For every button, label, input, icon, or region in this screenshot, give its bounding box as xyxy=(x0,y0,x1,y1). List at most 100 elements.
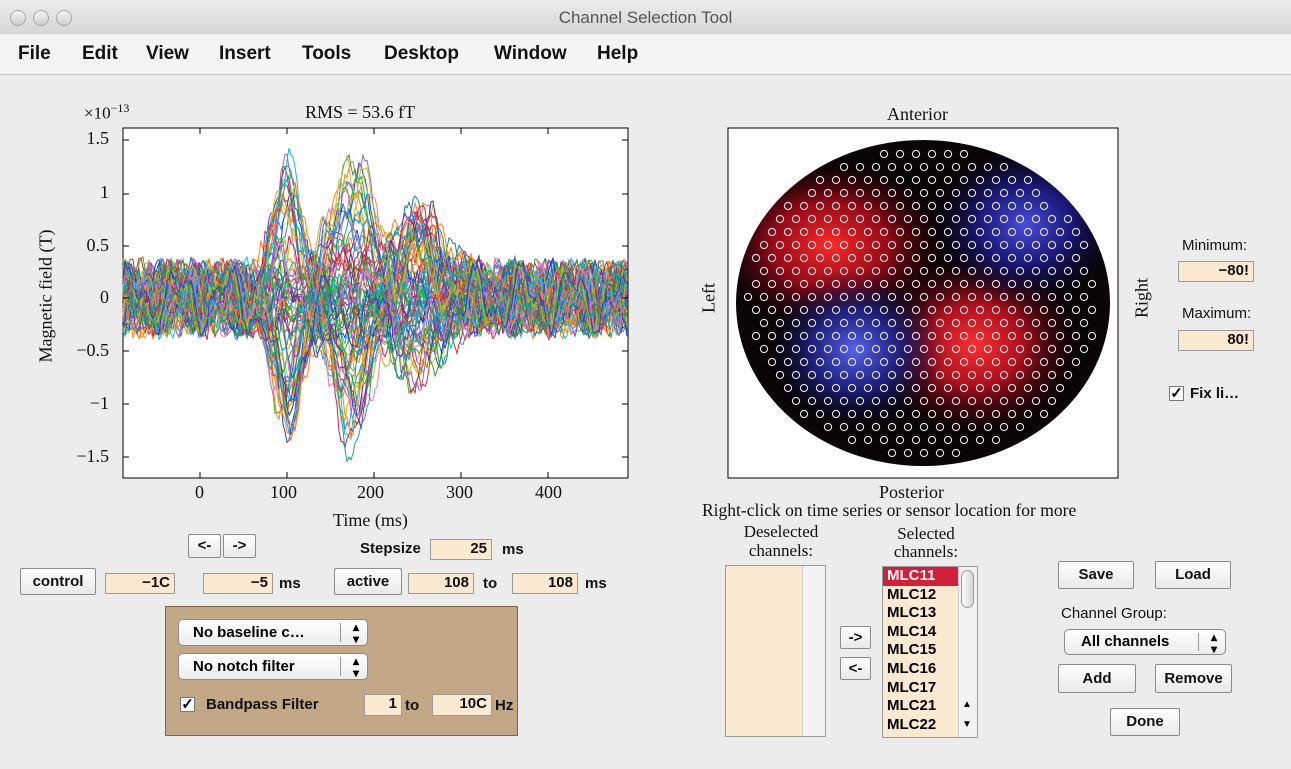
sensor-marker[interactable] xyxy=(959,175,969,185)
sensor-marker[interactable] xyxy=(887,344,897,354)
sensor-marker[interactable] xyxy=(895,331,905,341)
sensor-marker[interactable] xyxy=(991,435,1001,445)
list-item[interactable]: MLC15 xyxy=(887,641,937,659)
sensor-marker[interactable] xyxy=(903,344,913,354)
sensor-marker[interactable] xyxy=(999,240,1009,250)
sensor-marker[interactable] xyxy=(983,292,993,302)
sensor-marker[interactable] xyxy=(975,305,985,315)
sensor-marker[interactable] xyxy=(799,201,809,211)
sensor-marker[interactable] xyxy=(879,331,889,341)
sensor-marker[interactable] xyxy=(943,201,953,211)
sensor-marker[interactable] xyxy=(1087,305,1097,315)
sensor-marker[interactable] xyxy=(839,344,849,354)
sensor-marker[interactable] xyxy=(911,331,921,341)
sensor-marker[interactable] xyxy=(967,370,977,380)
sensor-marker[interactable] xyxy=(751,253,761,263)
sensor-marker[interactable] xyxy=(927,149,937,159)
sensor-marker[interactable] xyxy=(1007,357,1017,367)
sensor-marker[interactable] xyxy=(1047,318,1057,328)
sensor-marker[interactable] xyxy=(1023,227,1033,237)
sensor-marker[interactable] xyxy=(895,305,905,315)
sensor-marker[interactable] xyxy=(879,279,889,289)
sensor-marker[interactable] xyxy=(991,279,1001,289)
sensor-marker[interactable] xyxy=(1047,240,1057,250)
minimum-field[interactable]: −80! xyxy=(1178,261,1254,282)
sensor-marker[interactable] xyxy=(999,292,1009,302)
sensor-marker[interactable] xyxy=(815,253,825,263)
sensor-marker[interactable] xyxy=(943,331,953,341)
sensor-marker[interactable] xyxy=(975,409,985,419)
sensor-marker[interactable] xyxy=(1079,266,1089,276)
sensor-marker[interactable] xyxy=(919,448,929,458)
sensor-marker[interactable] xyxy=(975,227,985,237)
sensor-marker[interactable] xyxy=(903,318,913,328)
sensor-marker[interactable] xyxy=(927,331,937,341)
sensor-marker[interactable] xyxy=(895,253,905,263)
sensor-marker[interactable] xyxy=(1023,175,1033,185)
sensor-marker[interactable] xyxy=(943,435,953,445)
sensor-marker[interactable] xyxy=(999,344,1009,354)
sensor-marker[interactable] xyxy=(1031,214,1041,224)
sensor-marker[interactable] xyxy=(967,266,977,276)
sensor-marker[interactable] xyxy=(991,227,1001,237)
sensor-marker[interactable] xyxy=(831,357,841,367)
sensor-marker[interactable] xyxy=(967,240,977,250)
sensor-marker[interactable] xyxy=(879,409,889,419)
sensor-marker[interactable] xyxy=(783,305,793,315)
sensor-marker[interactable] xyxy=(855,344,865,354)
sensor-marker[interactable] xyxy=(975,383,985,393)
sensor-marker[interactable] xyxy=(759,266,769,276)
sensor-marker[interactable] xyxy=(1079,292,1089,302)
sensor-marker[interactable] xyxy=(1047,344,1057,354)
sensor-marker[interactable] xyxy=(959,279,969,289)
sensor-marker[interactable] xyxy=(1071,305,1081,315)
sensor-marker[interactable] xyxy=(903,266,913,276)
sensor-marker[interactable] xyxy=(1023,279,1033,289)
sensor-marker[interactable] xyxy=(1007,409,1017,419)
sensor-marker[interactable] xyxy=(911,383,921,393)
sensor-marker[interactable] xyxy=(935,292,945,302)
sensor-marker[interactable] xyxy=(911,357,921,367)
sensor-marker[interactable] xyxy=(943,149,953,159)
minimize-window-button[interactable] xyxy=(33,10,49,26)
sensor-marker[interactable] xyxy=(1055,227,1065,237)
sensor-marker[interactable] xyxy=(927,383,937,393)
sensor-marker[interactable] xyxy=(911,175,921,185)
sensor-marker[interactable] xyxy=(895,175,905,185)
sensor-marker[interactable] xyxy=(1071,357,1081,367)
sensor-marker[interactable] xyxy=(983,266,993,276)
sensor-marker[interactable] xyxy=(823,422,833,432)
sensor-marker[interactable] xyxy=(799,305,809,315)
remove-group-button[interactable]: Remove xyxy=(1155,664,1232,693)
sensor-marker[interactable] xyxy=(983,214,993,224)
sensor-marker[interactable] xyxy=(1063,344,1073,354)
sensor-marker[interactable] xyxy=(863,383,873,393)
sensor-marker[interactable] xyxy=(807,370,817,380)
sensor-marker[interactable] xyxy=(895,357,905,367)
sensor-marker[interactable] xyxy=(1063,318,1073,328)
sensor-marker[interactable] xyxy=(999,162,1009,172)
sensor-marker[interactable] xyxy=(943,357,953,367)
sensor-marker[interactable] xyxy=(1063,214,1073,224)
sensor-marker[interactable] xyxy=(895,149,905,159)
menu-tools[interactable]: Tools xyxy=(302,43,352,64)
sensor-marker[interactable] xyxy=(919,370,929,380)
sensor-marker[interactable] xyxy=(935,448,945,458)
sensor-marker[interactable] xyxy=(919,422,929,432)
bandpass-high-field[interactable]: 10C xyxy=(432,694,492,716)
sensor-marker[interactable] xyxy=(751,305,761,315)
sensor-marker[interactable] xyxy=(815,279,825,289)
sensor-marker[interactable] xyxy=(943,383,953,393)
sensor-marker[interactable] xyxy=(791,240,801,250)
sensor-marker[interactable] xyxy=(871,318,881,328)
sensor-marker[interactable] xyxy=(919,396,929,406)
sensor-marker[interactable] xyxy=(863,201,873,211)
list-item[interactable]: MLC12 xyxy=(887,585,937,603)
sensor-marker[interactable] xyxy=(823,396,833,406)
sensor-marker[interactable] xyxy=(1039,201,1049,211)
list-item-selected[interactable]: MLC11 xyxy=(883,567,961,586)
sensor-marker[interactable] xyxy=(951,292,961,302)
sensor-marker[interactable] xyxy=(871,240,881,250)
sensor-marker[interactable] xyxy=(775,344,785,354)
sensor-marker[interactable] xyxy=(919,292,929,302)
